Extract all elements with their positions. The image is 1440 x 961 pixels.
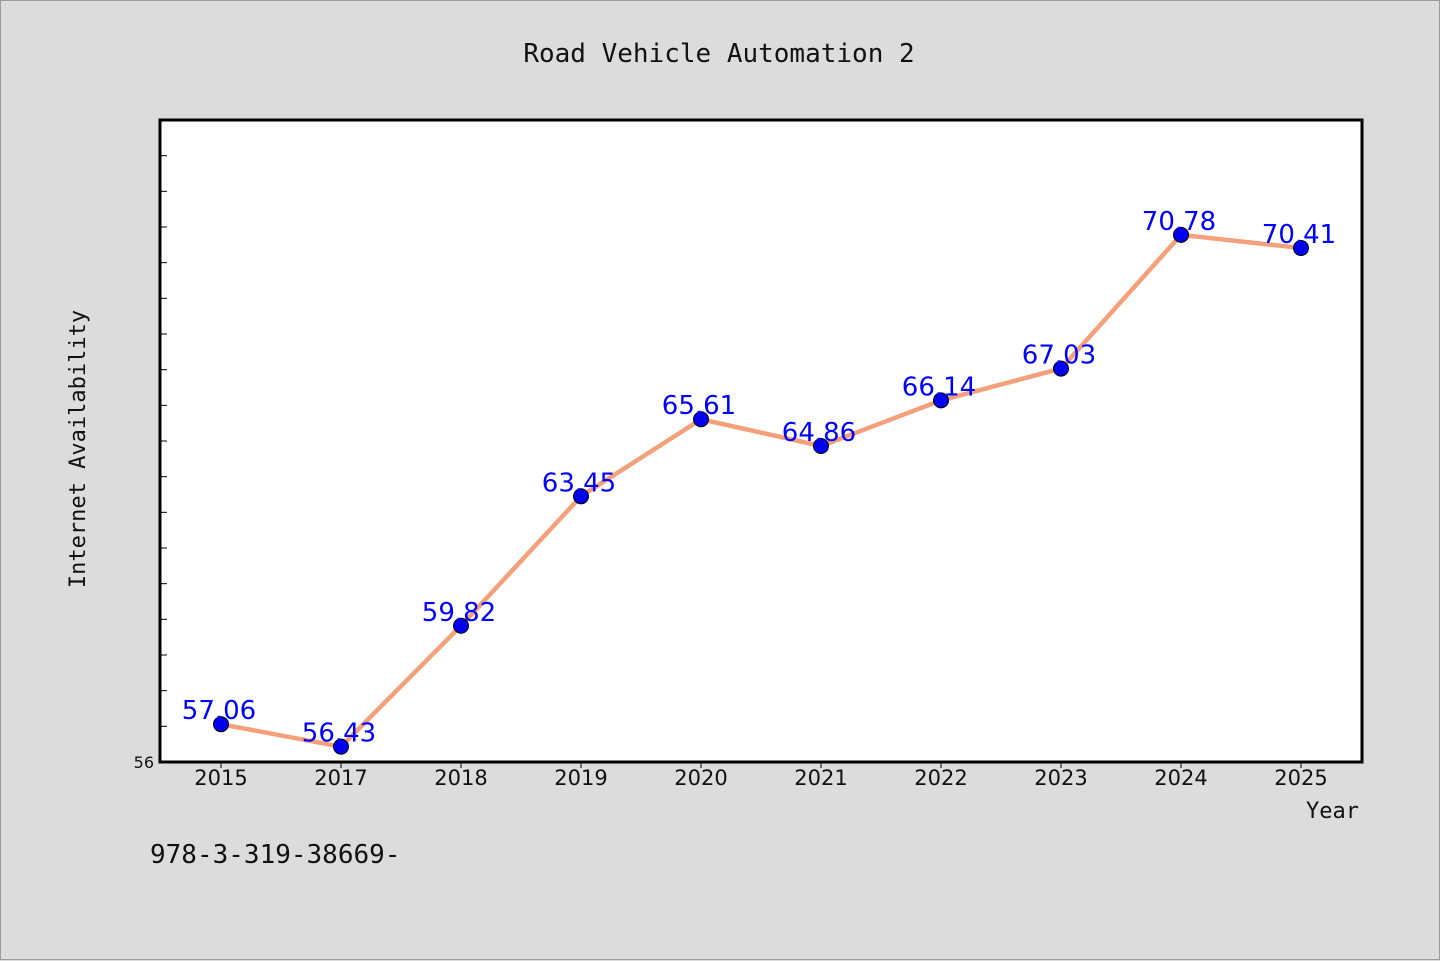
series-line-group [218, 232, 1304, 749]
marker-group [213, 226, 1309, 755]
footnote-text: 978-3-319-38669- [150, 840, 400, 870]
y-tick-label: 56 [134, 753, 154, 772]
data-label: 70.78 [1142, 207, 1216, 237]
data-point [213, 716, 229, 733]
data-point [573, 488, 589, 505]
plot-area [158, 118, 1364, 764]
x-tick-label: 2022 [914, 766, 967, 790]
x-tick-label: 2020 [674, 766, 727, 790]
x-axis: 2015 2017 2018 2019 2020 2021 2022 2023 2024 2025 [194, 762, 1328, 790]
data-label: 64.86 [782, 418, 856, 448]
x-axis-title: Year [1306, 799, 1359, 824]
data-label: 65.61 [662, 391, 736, 421]
data-point [933, 392, 949, 409]
data-point [1173, 226, 1189, 243]
data-label: 63.45 [542, 468, 616, 498]
data-point [1053, 360, 1069, 377]
data-point [453, 617, 469, 634]
x-tick-label: 2015 [194, 766, 247, 790]
data-point [1293, 240, 1309, 257]
y-axis: 56 [134, 155, 167, 772]
x-tick-label: 2025 [1274, 766, 1327, 790]
data-label: 70.41 [1262, 220, 1336, 250]
data-label: 57.06 [182, 696, 256, 726]
x-tick-label: 2021 [794, 766, 847, 790]
data-point [693, 411, 709, 428]
x-tick-label: 2017 [314, 766, 367, 790]
data-label: 66.14 [902, 372, 976, 402]
data-label: 56.43 [302, 719, 376, 749]
data-point [333, 738, 349, 755]
series-line [218, 232, 1304, 749]
x-tick-label: 2019 [554, 766, 607, 790]
y-axis-title: Internet Availability [66, 310, 91, 588]
data-label: 59.82 [422, 598, 496, 628]
data-label: 67.03 [1022, 341, 1096, 371]
x-tick-label: 2024 [1154, 766, 1207, 790]
x-tick-label: 2018 [434, 766, 487, 790]
data-label-group: 57.06 56.43 59.82 63.45 65.61 64.86 66.14 67.03… [182, 207, 1336, 749]
x-tick-label: 2023 [1034, 766, 1087, 790]
data-point [813, 437, 829, 454]
chart-title: Road Vehicle Automation 2 [523, 39, 914, 69]
